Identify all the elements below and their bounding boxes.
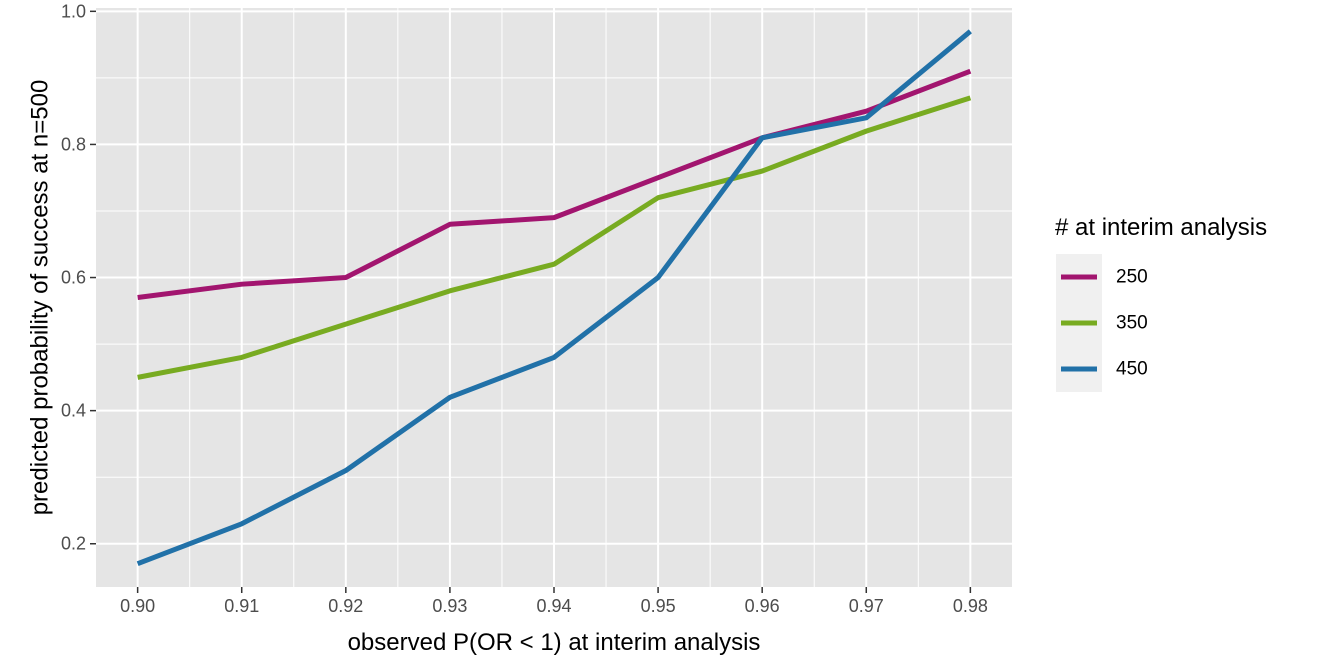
x-axis-title: observed P(OR < 1) at interim analysis [348,629,761,656]
legend: # at interim analysis 250 350 450 [1055,214,1267,392]
legend-items: 250 350 450 [1061,267,1148,380]
series-line-450 [136,29,972,567]
x-tick-label: 0.98 [953,596,988,616]
y-tick-label: 0.4 [61,401,86,421]
x-tick-label: 0.92 [328,596,363,616]
legend-label-450: 450 [1116,359,1148,380]
y-axis-title: predicted probability of success at n=50… [27,80,54,516]
x-axis: 0.90 0.91 0.92 0.93 0.94 0.95 0.96 0.97 0.98 [120,587,988,616]
legend-label-250: 250 [1116,267,1148,288]
series-lines [136,29,972,567]
y-axis: 0.2 0.4 0.6 0.8 1.0 [61,1,96,554]
x-tick-label: 0.90 [120,596,155,616]
x-tick-label: 0.94 [536,596,571,616]
x-tick-label: 0.95 [641,596,676,616]
legend-label-350: 350 [1116,313,1148,334]
legend-title: # at interim analysis [1055,214,1267,241]
x-tick-label: 0.93 [432,596,467,616]
y-tick-label: 1.0 [61,1,86,21]
y-tick-label: 0.2 [61,534,86,554]
major-gridlines [96,8,1012,587]
y-tick-label: 0.8 [61,134,86,154]
x-tick-label: 0.91 [224,596,259,616]
x-tick-label: 0.96 [745,596,780,616]
series-line-350 [137,95,972,380]
y-tick-label: 0.6 [61,268,86,288]
x-tick-label: 0.97 [849,596,884,616]
series-line-250 [137,68,972,300]
